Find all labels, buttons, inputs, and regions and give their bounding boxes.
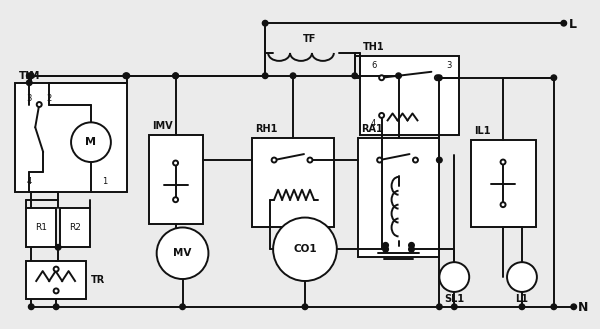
Circle shape	[437, 157, 442, 163]
Circle shape	[439, 262, 469, 292]
Text: RH1: RH1	[255, 124, 278, 134]
Text: 3: 3	[26, 94, 32, 103]
Circle shape	[28, 304, 34, 310]
Bar	[26, 208, 56, 247]
Circle shape	[377, 158, 382, 163]
Text: TR: TR	[91, 275, 105, 285]
Circle shape	[379, 75, 384, 80]
Circle shape	[383, 242, 388, 248]
Text: R1: R1	[35, 223, 47, 232]
Text: IL1: IL1	[474, 126, 491, 136]
Circle shape	[500, 160, 506, 164]
Circle shape	[551, 75, 557, 81]
Circle shape	[157, 227, 208, 279]
Text: MV: MV	[173, 248, 192, 258]
Text: 1: 1	[102, 177, 107, 186]
Circle shape	[302, 304, 308, 310]
Bar	[252, 138, 334, 227]
Text: TIM: TIM	[19, 71, 41, 81]
Circle shape	[409, 246, 414, 252]
Circle shape	[28, 73, 34, 79]
Text: 4: 4	[371, 119, 376, 128]
Text: SL1: SL1	[444, 294, 464, 304]
Circle shape	[437, 75, 442, 81]
Text: 3: 3	[446, 61, 452, 70]
Circle shape	[262, 20, 268, 26]
Text: R2: R2	[69, 223, 81, 232]
Text: M: M	[85, 137, 97, 147]
Bar	[60, 208, 90, 247]
Text: 4: 4	[26, 177, 32, 186]
Bar	[360, 56, 459, 135]
Circle shape	[409, 242, 414, 248]
Circle shape	[123, 73, 128, 79]
Bar	[471, 140, 536, 227]
Circle shape	[413, 158, 418, 163]
Text: RA1: RA1	[361, 124, 382, 134]
Circle shape	[53, 266, 59, 271]
Circle shape	[290, 73, 296, 79]
Bar	[16, 83, 127, 192]
Text: CO1: CO1	[293, 244, 317, 254]
Circle shape	[180, 304, 185, 310]
Circle shape	[396, 73, 401, 79]
Bar	[358, 138, 439, 257]
Circle shape	[307, 158, 313, 163]
Bar	[149, 135, 203, 224]
Circle shape	[451, 304, 457, 310]
Text: N: N	[577, 301, 588, 314]
Circle shape	[173, 73, 178, 79]
Circle shape	[379, 113, 384, 118]
Text: TH1: TH1	[363, 42, 385, 52]
Circle shape	[507, 262, 537, 292]
Circle shape	[500, 202, 506, 207]
Text: TF: TF	[303, 34, 317, 44]
Circle shape	[173, 197, 178, 202]
Text: IMV: IMV	[152, 121, 172, 131]
Circle shape	[435, 75, 440, 80]
Circle shape	[37, 102, 42, 107]
Circle shape	[551, 304, 557, 310]
Circle shape	[124, 73, 130, 79]
Text: 6: 6	[371, 61, 376, 70]
Circle shape	[273, 217, 337, 281]
Circle shape	[571, 304, 577, 310]
Circle shape	[383, 246, 388, 252]
Circle shape	[519, 304, 525, 310]
Circle shape	[173, 161, 178, 165]
Text: 2: 2	[47, 94, 52, 103]
Circle shape	[272, 158, 277, 163]
Circle shape	[262, 73, 268, 79]
Text: L1: L1	[515, 294, 529, 304]
Circle shape	[53, 304, 59, 310]
Bar	[26, 261, 86, 299]
Circle shape	[437, 304, 442, 310]
Text: L: L	[569, 18, 577, 31]
Circle shape	[53, 289, 59, 293]
Circle shape	[55, 244, 61, 250]
Circle shape	[26, 73, 32, 79]
Circle shape	[26, 80, 32, 86]
Circle shape	[173, 73, 178, 79]
Circle shape	[352, 73, 358, 79]
Circle shape	[561, 20, 566, 26]
Circle shape	[71, 122, 111, 162]
